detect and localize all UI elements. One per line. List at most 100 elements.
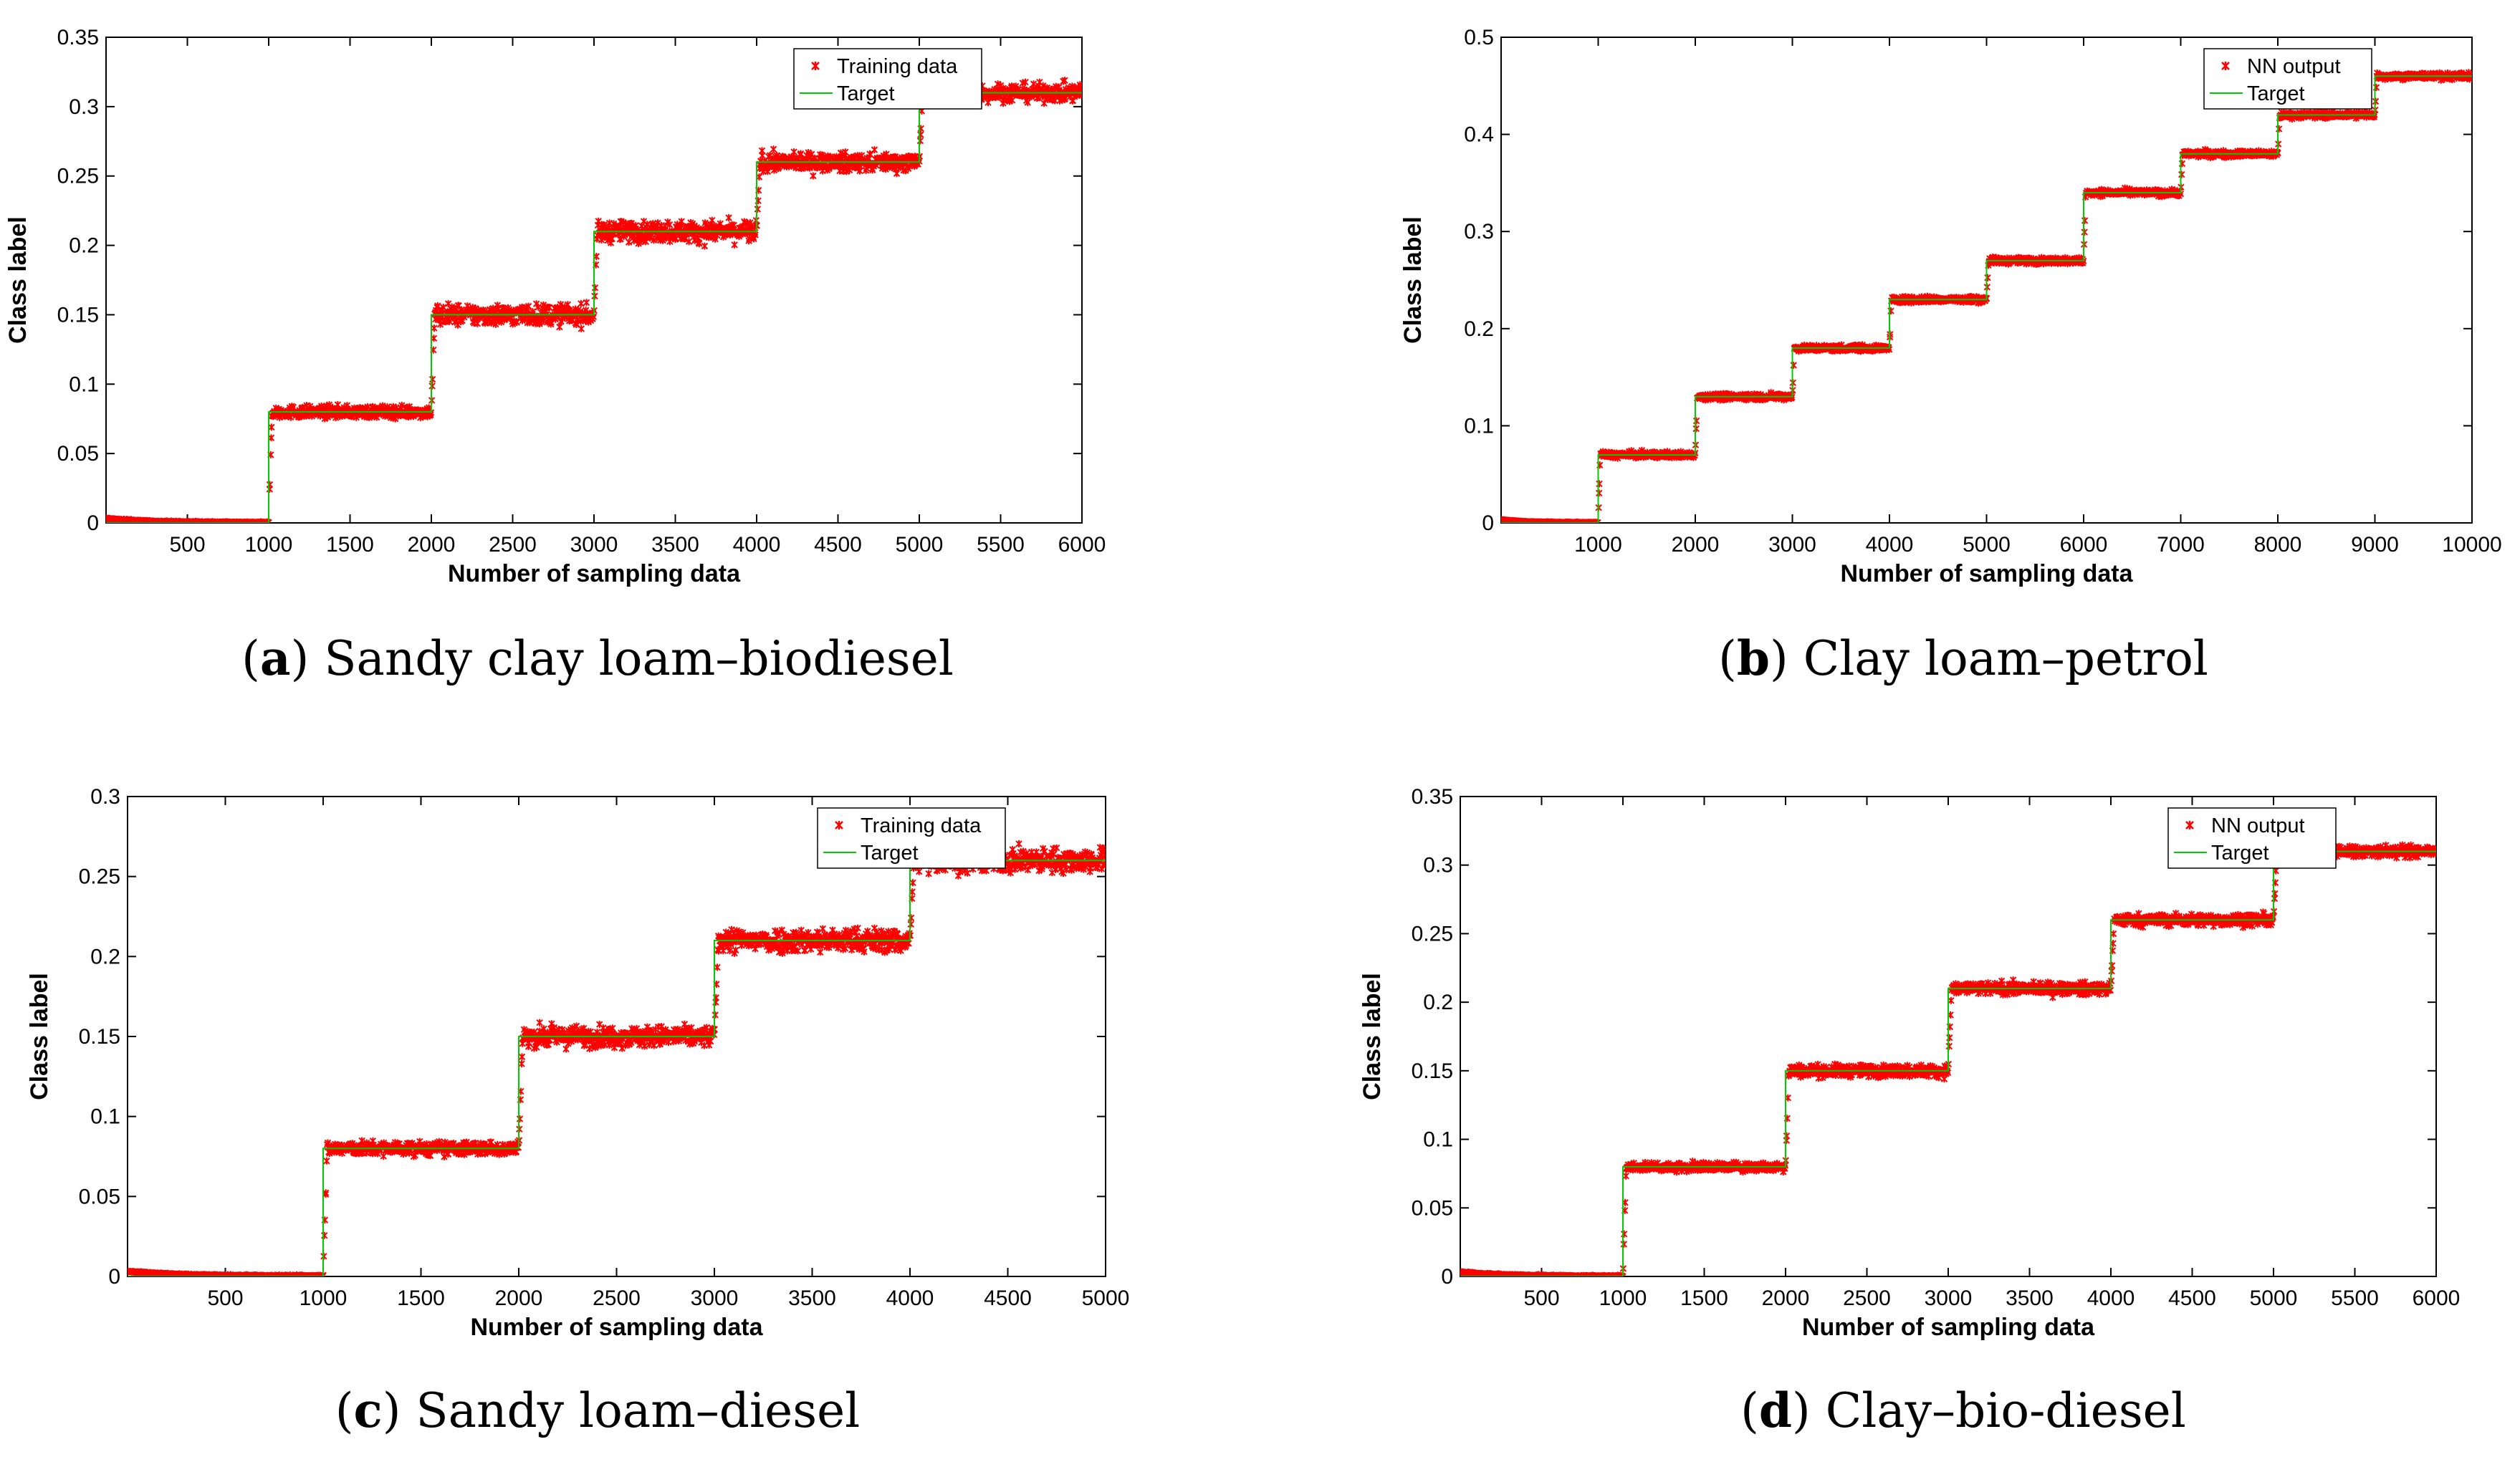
data-layer <box>128 840 1106 1276</box>
target-line <box>1460 850 2436 1276</box>
x-tick-label: 2000 <box>408 533 456 557</box>
x-tick-label: 5000 <box>1082 1286 1130 1310</box>
x-tick-label: 4500 <box>814 533 862 557</box>
y-tick-label: 0.35 <box>57 26 99 49</box>
x-tick-label: 5000 <box>896 533 944 557</box>
x-axis-label: Number of sampling data <box>1802 1314 2095 1341</box>
legend: NN output Target <box>2167 807 2337 869</box>
x-tick-label: 6000 <box>2413 1286 2461 1310</box>
legend-label-data: Training data <box>861 814 982 837</box>
y-tick-label: 0.05 <box>57 442 99 466</box>
y-tick-label: 0.2 <box>90 945 120 968</box>
x-tick-label: 3000 <box>1925 1286 1973 1310</box>
y-tick-label: 0.25 <box>1412 922 1453 946</box>
x-axis-label: Number of sampling data <box>470 1314 763 1341</box>
x-tick-label: 2000 <box>1762 1286 1810 1310</box>
y-tick-label: 0.1 <box>69 372 99 396</box>
y-tick-label: 0 <box>87 511 99 535</box>
data-layer <box>1501 69 2472 523</box>
x-tick-label: 2000 <box>495 1286 543 1310</box>
x-tick-label: 1500 <box>397 1286 445 1310</box>
y-tick-label: 0.3 <box>1464 220 1494 244</box>
y-tick-label: 0.2 <box>1423 991 1453 1014</box>
x-tick-label: 8000 <box>2254 533 2302 557</box>
y-tick-label: 0 <box>108 1265 120 1289</box>
y-tick-label: 0.25 <box>79 865 120 889</box>
chart-panel-2: 0 0.05 0.1 0.15 0.2 0.25 0.3 500 1000 1500 2000 250… <box>26 785 1129 1341</box>
y-tick-label: 0 <box>1441 1265 1453 1289</box>
y-tick-label: 0.5 <box>1464 26 1494 49</box>
x-tick-label: 2500 <box>593 1286 641 1310</box>
legend-box <box>2167 807 2337 869</box>
x-tick-label: 500 <box>1523 1286 1559 1310</box>
legend-box <box>793 48 982 110</box>
legend: NN output Target <box>2203 48 2372 110</box>
caption-d: (d) Clay–bio-diesel <box>1740 1382 2186 1438</box>
y-axis-label: Class label <box>1359 973 1386 1100</box>
y-tick-label: 0.15 <box>1412 1059 1453 1083</box>
x-tick-label: 1000 <box>300 1286 348 1310</box>
caption-c: (c) Sandy loam–diesel <box>335 1382 861 1438</box>
y-tick-label: 0.05 <box>1412 1196 1453 1220</box>
x-tick-label: 5500 <box>2331 1286 2379 1310</box>
y-tick-label: 0.1 <box>1423 1128 1453 1152</box>
legend: Training data Target <box>793 48 982 110</box>
y-axis-label: Class label <box>26 973 53 1100</box>
legend-label-data: NN output <box>2211 814 2305 837</box>
legend-marker-data <box>2185 821 2194 829</box>
x-tick-label: 3500 <box>2006 1286 2054 1310</box>
x-tick-label: 1000 <box>245 533 293 557</box>
chart-panel-1: 0 0.1 0.2 0.3 0.4 0.5 1000 2000 3000 4000 5000 6000… <box>1399 26 2502 587</box>
legend-marker-data <box>835 821 843 829</box>
y-tick-label: 0.4 <box>1464 123 1494 147</box>
x-tick-label: 1500 <box>326 533 374 557</box>
legend-box <box>817 807 1006 869</box>
y-tick-label: 0.15 <box>57 303 99 327</box>
x-tick-label: 3500 <box>651 533 699 557</box>
x-tick-label: 3500 <box>788 1286 836 1310</box>
x-tick-label: 1000 <box>1599 1286 1647 1310</box>
y-tick-label: 0.3 <box>1423 854 1453 877</box>
x-tick-label: 1500 <box>1680 1286 1728 1310</box>
y-tick-label: 0.1 <box>90 1105 120 1129</box>
y-tick-label: 0.05 <box>79 1185 120 1208</box>
legend-label-target: Target <box>861 842 919 865</box>
x-tick-label: 7000 <box>2157 533 2205 557</box>
y-axis-label: Class label <box>4 216 32 344</box>
y-tick-label: 0.15 <box>79 1025 120 1049</box>
target-line <box>106 92 1082 523</box>
y-tick-label: 0 <box>1482 511 1494 535</box>
x-tick-label: 2500 <box>1843 1286 1891 1310</box>
x-tick-label: 4500 <box>984 1286 1032 1310</box>
caption-a: (a) Sandy clay loam–biodiesel <box>241 630 954 686</box>
legend-label-data: Training data <box>837 55 958 78</box>
x-tick-label: 9000 <box>2351 533 2399 557</box>
x-tick-label: 5000 <box>1963 533 2011 557</box>
x-tick-label: 6000 <box>2060 533 2108 557</box>
x-tick-label: 2000 <box>1672 533 1720 557</box>
x-axis-label: Number of sampling data <box>1840 560 2133 587</box>
x-tick-label: 1000 <box>1574 533 1622 557</box>
x-tick-label: 5500 <box>977 533 1025 557</box>
y-tick-label: 0.35 <box>1412 785 1453 809</box>
y-tick-label: 0.3 <box>69 95 99 119</box>
x-tick-label: 3000 <box>570 533 618 557</box>
x-tick-label: 3000 <box>1768 533 1816 557</box>
x-tick-label: 4000 <box>1866 533 1914 557</box>
x-tick-label: 4500 <box>2168 1286 2216 1310</box>
chart-panel-3: 0 0.05 0.1 0.15 0.2 0.25 0.3 0.35 500 1000 1500 200… <box>1359 785 2460 1341</box>
legend-marker-data <box>2221 62 2230 70</box>
target-line <box>1501 75 2472 523</box>
x-tick-label: 2500 <box>489 533 537 557</box>
x-tick-label: 4000 <box>733 533 781 557</box>
y-tick-label: 0.25 <box>57 165 99 188</box>
y-tick-label: 0.2 <box>1464 317 1494 341</box>
y-tick-label: 0.1 <box>1464 414 1494 438</box>
x-tick-label: 6000 <box>1058 533 1106 557</box>
legend-label-target: Target <box>2247 82 2305 105</box>
legend-marker-data <box>811 62 820 70</box>
x-tick-label: 500 <box>169 533 205 557</box>
y-tick-label: 0.3 <box>90 785 120 809</box>
chart-panel-0: 0 0.05 0.1 0.15 0.2 0.25 0.3 0.35 500 1000 1500 200… <box>4 26 1106 587</box>
